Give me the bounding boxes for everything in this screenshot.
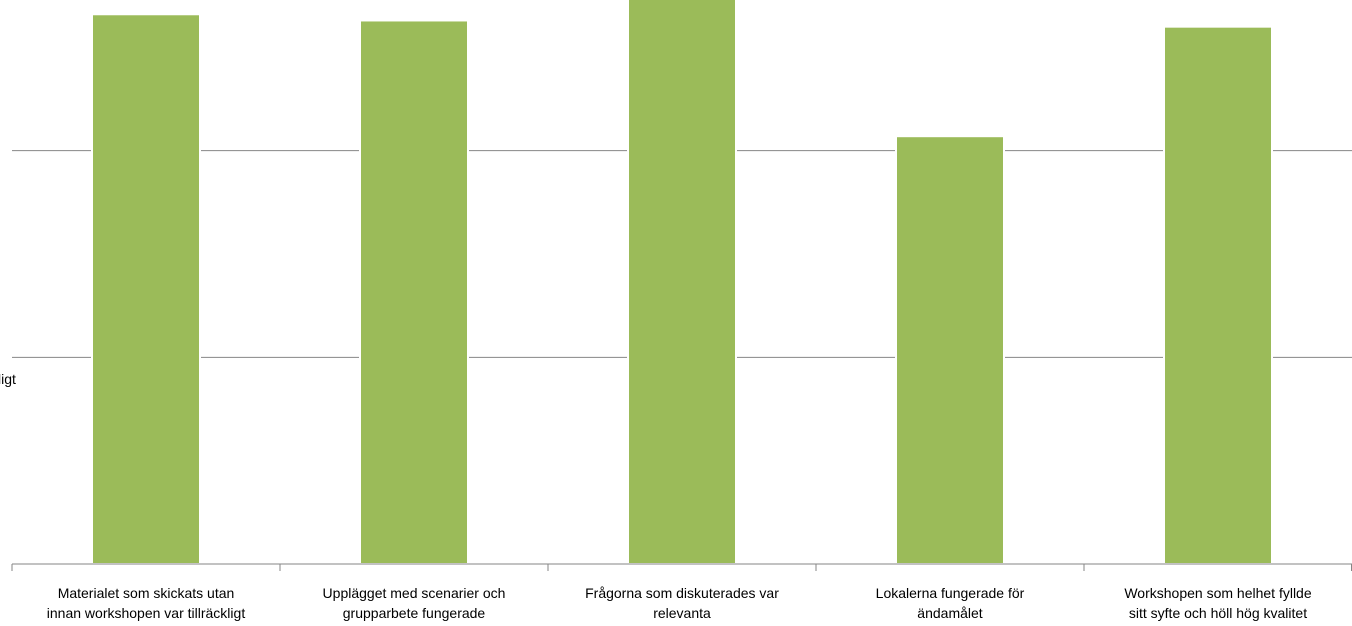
bar [91,13,201,566]
bar [627,0,737,565]
x-axis [11,563,1352,571]
category-label: Workshopen som helhet fyllde sitt syfte o… [1124,585,1311,621]
category-label: Materialet som skickats utan innan worksh… [47,585,246,621]
category-label: Frågorna som diskuterades var relevanta [585,585,779,621]
bar [359,19,469,565]
category-label: Lokalerna fungerade för ändamålet [876,585,1025,621]
category-labels: Materialet som skickats utan innan worksh… [47,585,1312,621]
bar [895,135,1005,565]
bars [91,0,1273,566]
category-label: Upplägget med scenarier och grupparbete f… [323,585,506,621]
bar [1163,25,1273,565]
partial-left-label: ligt [0,371,16,387]
